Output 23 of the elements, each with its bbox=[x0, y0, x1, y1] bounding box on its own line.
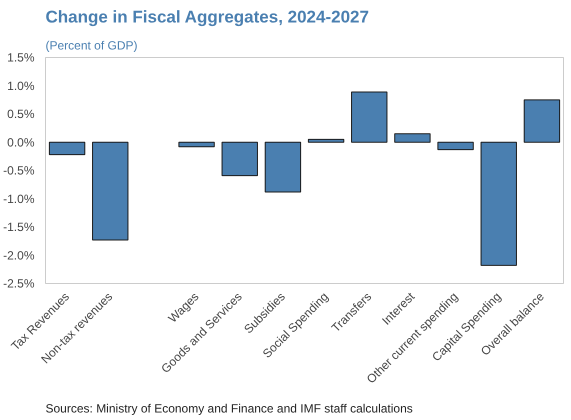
y-tick-label: -1.0% bbox=[3, 192, 35, 206]
bar bbox=[394, 133, 431, 143]
y-tick-label: 1.5% bbox=[7, 50, 35, 64]
bar bbox=[524, 99, 560, 143]
y-tick-label: -2.5% bbox=[3, 276, 35, 290]
y-tick-label: -0.5% bbox=[3, 164, 35, 178]
bar bbox=[222, 142, 258, 176]
bar bbox=[264, 142, 302, 192]
bar bbox=[437, 142, 474, 150]
chart-subtitle: (Percent of GDP) bbox=[46, 38, 138, 52]
bar bbox=[351, 91, 388, 143]
y-tick-label: 1.0% bbox=[7, 78, 35, 93]
bar bbox=[92, 142, 128, 240]
y-tick-label: 0.5% bbox=[7, 107, 35, 121]
source-note: Sources: Ministry of Economy and Finance and IMF staff calculations bbox=[46, 402, 413, 416]
bar bbox=[48, 142, 86, 156]
bar bbox=[178, 142, 215, 148]
y-tick-label: 0.0% bbox=[7, 135, 35, 150]
y-tick-label: -2.0% bbox=[3, 248, 35, 262]
chart-title: Change in Fiscal Aggregates, 2024-2027 bbox=[46, 8, 369, 26]
y-tick-label: -1.5% bbox=[3, 220, 35, 234]
bar bbox=[480, 142, 517, 266]
bar bbox=[308, 138, 344, 143]
